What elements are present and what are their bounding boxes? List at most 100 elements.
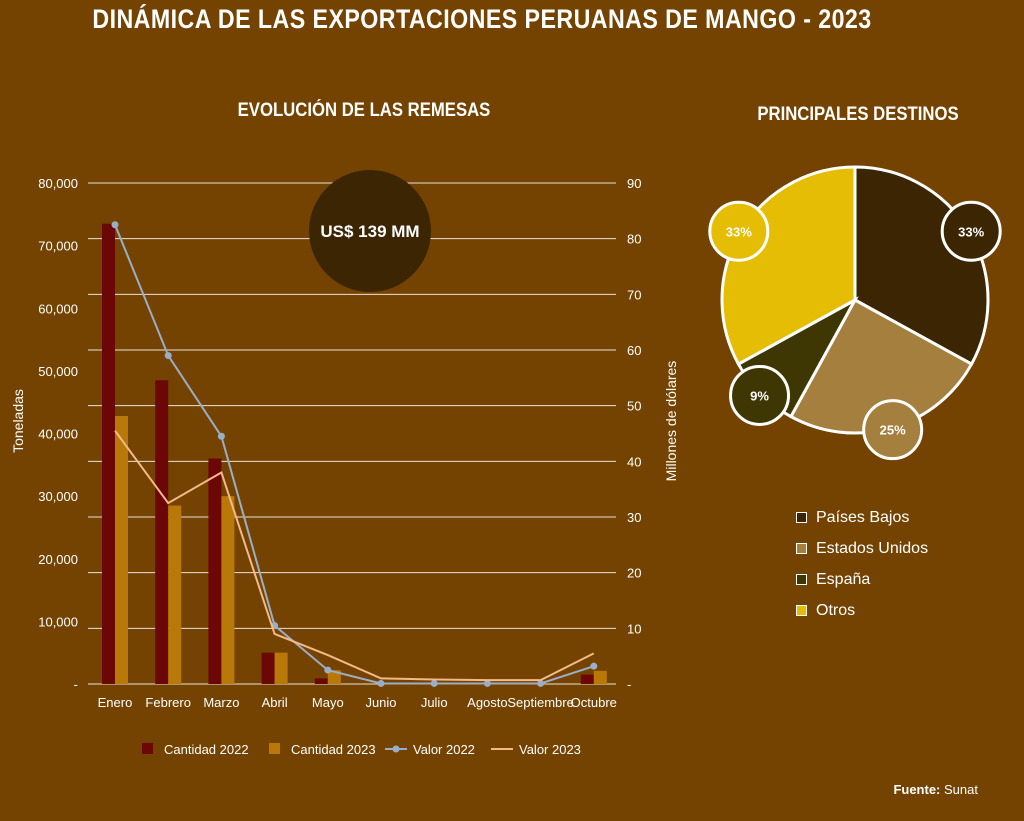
point-valor-2022 [430,679,438,687]
pie-value-bubble [862,399,924,461]
bar-cantidad-2023 [168,505,182,684]
x-tick-label: Agosto [467,695,507,710]
legend-label: Valor 2022 [413,742,475,757]
y-tick-label: 80,000 [38,176,78,191]
point-valor-2022 [324,666,332,674]
y2-tick-label: 90 [627,176,641,191]
pie-value-label: 33% [726,224,752,239]
pie-legend-swatch [796,605,807,616]
point-valor-2022 [377,679,385,687]
y2-axis-label: Millones de dólares [663,361,679,482]
y2-tick-label: 30 [627,510,641,525]
y-tick-label: 60,000 [38,301,78,316]
bar-cantidad-2023 [274,652,288,684]
y-tick-label: 30,000 [38,489,78,504]
x-tick-label: Septiembre [507,695,573,710]
pie-legend-item: Otros [796,595,928,626]
page-title: DINÁMICA DE LAS EXPORTACIONES PERUANAS D… [92,4,872,34]
point-valor-2022 [590,662,598,670]
x-tick-label: Enero [98,695,133,710]
pie-legend-item: Países Bajos [796,502,928,533]
pie-legend-swatch [796,512,807,523]
source-note: Fuente: Sunat [893,782,978,797]
line-layer [111,221,598,687]
bar-layer [102,223,607,685]
pie-legend-label: España [816,570,871,588]
bar-cantidad-2023 [221,496,235,684]
x-tick-label: Octubre [571,695,617,710]
pie-legend-label: Estados Unidos [816,539,929,557]
y-tick-label: 20,000 [38,552,78,567]
x-tick-label: Junio [365,695,396,710]
pie-chart-title: PRINCIPALES DESTINOS [757,104,959,125]
y-tick-label: 10,000 [38,614,78,629]
bar-chart-title: EVOLUCIÓN DE LAS REMESAS [237,100,491,121]
x-tick-label: Abril [262,695,288,710]
y-tick-label: 40,000 [38,427,78,442]
bar-cantidad-2023 [115,415,128,684]
bar-cantidad-2022 [155,380,169,684]
y2-tick-label: - [627,677,631,692]
legend-swatch [269,743,280,754]
legend-item-valor-2022: Valor 2022 [385,742,475,757]
point-valor-2022 [164,352,172,360]
pie-legend: Países Bajos Estados Unidos España Otros [796,502,928,626]
pie-legend-swatch [796,574,807,585]
point-valor-2022 [537,679,545,687]
x-tick-label: Mayo [312,695,344,710]
pie-value-bubble [940,200,1002,262]
bar-cantidad-2022 [314,678,328,684]
y2-tick-label: 70 [627,287,641,302]
point-valor-2022 [111,221,119,229]
pie-chart: 33% 25% 9% 33% [708,165,1002,461]
bar-cantidad-2022 [580,674,594,684]
legend-item-cantidad-2023: Cantidad 2023 [269,742,376,757]
total-annotation-circle [309,170,431,292]
legend-marker [392,745,400,753]
bar-chart-legend: Cantidad 2022 Cantidad 2023 Valor 2022 Valo… [142,742,581,757]
axis-labels: - 10 20 30 40 50 60 70 80 90 - 10,000 20,000 30,000 40… [38,176,641,710]
point-valor-2022 [483,679,491,687]
pie-value-label: 9% [750,388,769,403]
y-tick-label: - [74,677,78,692]
total-annotation: US$ 139 MM [320,222,419,241]
x-tick-label: Julio [421,695,448,710]
pie-legend-label: Otros [816,601,856,619]
pie-value-label: 33% [958,224,984,239]
bar-cantidad-2023 [327,670,341,684]
legend-swatch [142,743,153,754]
pie-legend-item: España [796,564,928,595]
point-valor-2022 [217,432,225,440]
source-label: Fuente: [893,782,941,797]
y2-tick-label: 40 [627,454,641,469]
legend-item-cantidad-2022: Cantidad 2022 [142,742,249,757]
x-tick-label: Febrero [145,695,191,710]
y-axis-label: Toneladas [10,389,26,453]
x-tick-label: Marzo [203,695,239,710]
pie-legend-label: Países Bajos [816,508,910,526]
pie-legend-swatch [796,543,807,554]
legend-item-valor-2023: Valor 2023 [491,742,581,757]
pie-legend-item: Estados Unidos [796,533,928,564]
bar-cantidad-2022 [261,652,275,684]
y2-tick-label: 10 [627,621,641,636]
legend-label: Valor 2023 [519,742,581,757]
pie-value-label: 25% [880,423,906,438]
bar-cantidad-2022 [208,458,222,684]
legend-label: Cantidad 2022 [164,742,249,757]
pie-value-bubble [708,200,770,262]
y-tick-label: 50,000 [38,364,78,379]
source-value: Sunat [944,782,978,797]
bar-cantidad-2023 [593,670,607,684]
line-valor-2022 [114,224,595,685]
y2-tick-label: 20 [627,566,641,581]
legend-label: Cantidad 2023 [291,742,376,757]
y2-tick-label: 80 [627,232,641,247]
y2-tick-label: 50 [627,399,641,414]
pie-value-bubble [729,364,791,426]
line-valor-2023 [114,430,595,682]
y-tick-label: 70,000 [38,239,78,254]
y2-tick-label: 60 [627,343,641,358]
bar-cantidad-2022 [102,223,115,685]
